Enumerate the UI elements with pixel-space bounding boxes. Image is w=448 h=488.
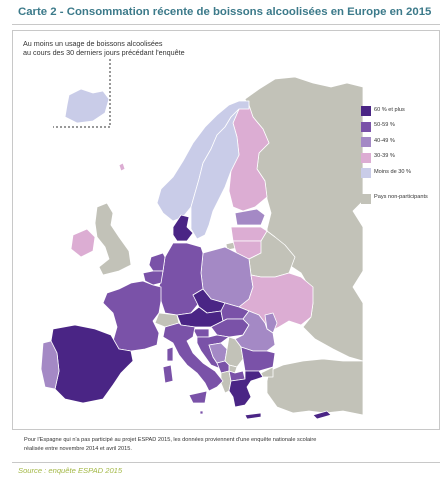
country-malta[interactable] [199, 410, 204, 415]
iceland-inset-frame [53, 59, 111, 128]
country-macedonia[interactable] [228, 370, 246, 382]
country-slovenia[interactable] [192, 328, 210, 338]
country-italy[interactable] [162, 322, 224, 392]
legend-item-50: 50-59 % [361, 121, 439, 134]
legend-swatch-na [361, 193, 371, 204]
country-netherlands[interactable] [148, 252, 166, 272]
country-turkey[interactable] [266, 358, 364, 416]
country-sardinia[interactable] [162, 364, 174, 384]
country-cyprus[interactable] [312, 410, 332, 420]
legend-swatch-40 [361, 137, 371, 147]
country-bulgaria[interactable] [240, 346, 276, 372]
country-sweden[interactable] [190, 108, 240, 240]
legend-item-na: Pays non-participants [361, 193, 439, 206]
country-greece[interactable] [228, 370, 264, 408]
footnote-line-2: réalisée entre novembre 2014 et avril 20… [24, 445, 132, 452]
country-germany[interactable] [158, 242, 204, 316]
country-latvia[interactable] [230, 226, 268, 242]
country-faroe[interactable] [118, 162, 126, 172]
legend-item-lt30: Moins de 30 % [361, 167, 439, 180]
europe-map [40, 59, 364, 420]
country-moldova[interactable] [264, 312, 278, 334]
legend-label-na: Pays non-participants [374, 194, 428, 200]
country-sicily[interactable] [188, 390, 208, 404]
title-divider [12, 24, 440, 25]
country-portugal[interactable] [40, 340, 60, 390]
legend-item-40: 40-49 % [361, 136, 439, 149]
legend-swatch-60 [361, 106, 371, 116]
legend-label-50: 50-59 % [374, 122, 395, 128]
bottom-divider [12, 462, 440, 463]
country-corsica[interactable] [166, 346, 174, 362]
country-denmark[interactable] [172, 214, 194, 242]
country-estonia[interactable] [234, 208, 266, 226]
subtitle-line-1: Au moins un usage de boissons alcoolisée… [23, 39, 163, 48]
legend-label-60: 60 % et plus [374, 106, 405, 113]
map-frame [12, 30, 440, 430]
source-note: Source : enquête ESPAD 2015 [18, 466, 123, 475]
legend-item-60: 60 % et plus [361, 105, 439, 118]
country-turkey-thrace[interactable] [260, 366, 274, 378]
map-legend: 60 % et plus 50-59 % 40-49 % 30-39 % Moi… [361, 105, 439, 208]
legend-label-lt30: Moins de 30 % [374, 168, 412, 175]
legend-swatch-lt30 [361, 168, 371, 178]
legend-label-30: 30-39 % [374, 153, 395, 159]
legend-swatch-30 [361, 152, 371, 163]
country-ireland[interactable] [70, 228, 96, 258]
country-iceland[interactable] [64, 88, 110, 124]
country-france[interactable] [102, 280, 162, 352]
country-belgium[interactable] [142, 270, 164, 286]
legend-label-40: 40-49 % [374, 137, 395, 144]
country-uk[interactable] [94, 202, 132, 276]
map-title: Carte 2 - Consommation récente de boisso… [18, 6, 432, 18]
legend-swatch-50 [361, 121, 371, 132]
map-subtitle: Au moins un usage de boissons alcoolisée… [23, 39, 223, 57]
country-romania[interactable] [234, 310, 276, 352]
country-montenegro[interactable] [216, 360, 230, 374]
footnote-line-1: Pour l'Espagne qui n'a pas participé au … [24, 437, 317, 443]
legend-item-30: 30-39 % [361, 152, 439, 165]
subtitle-line-2: au cours des 30 derniers jours précédant… [23, 48, 185, 57]
footnote: Pour l'Espagne qui n'a pas participé au … [24, 436, 404, 453]
country-crete[interactable] [244, 412, 262, 420]
